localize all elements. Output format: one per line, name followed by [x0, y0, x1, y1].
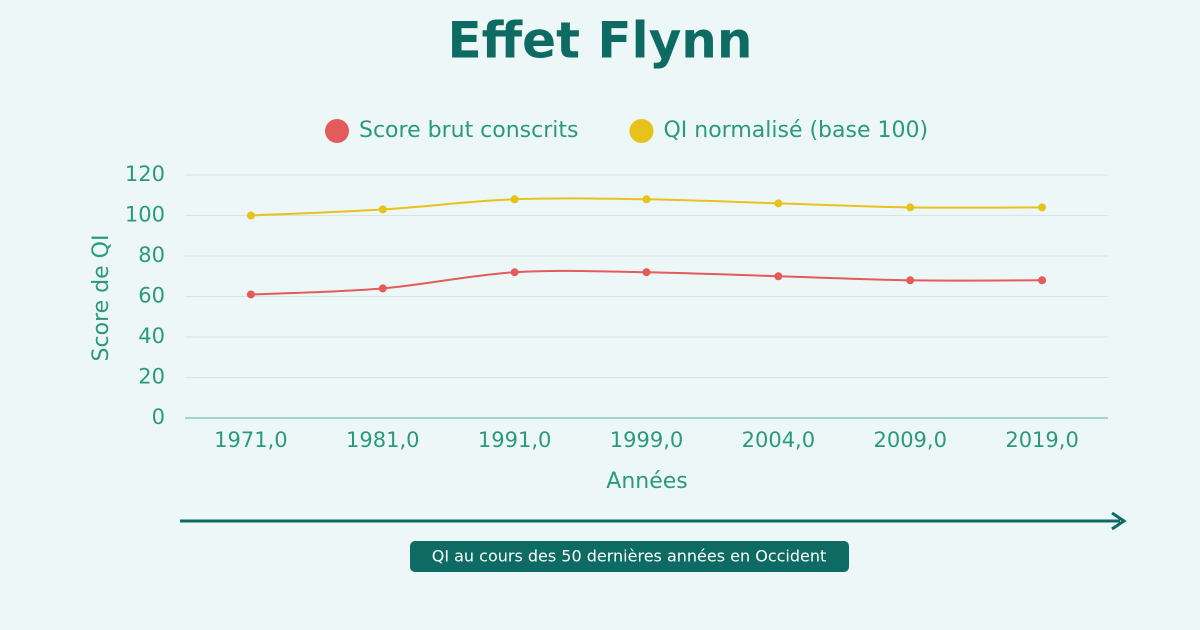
arrow-head	[1111, 511, 1127, 531]
y-tick-label: 40	[138, 324, 165, 348]
data-point	[246, 211, 255, 220]
y-tick-label: 20	[138, 365, 165, 389]
x-tick-label: 1981,0	[346, 428, 419, 452]
data-point	[510, 268, 519, 277]
legend-label: Score brut conscrits	[359, 118, 578, 143]
x-tick-label: 2004,0	[742, 428, 815, 452]
data-point	[1038, 276, 1047, 285]
y-tick-label: 80	[138, 243, 165, 267]
x-tick-label: 2009,0	[873, 428, 946, 452]
x-axis-label: Années	[606, 469, 687, 494]
legend-marker	[629, 119, 654, 143]
data-point	[774, 272, 783, 281]
data-point	[642, 268, 651, 277]
data-point	[906, 276, 915, 285]
x-tick-label: 2019,0	[1005, 428, 1078, 452]
data-point	[510, 195, 519, 204]
y-tick-label: 120	[125, 162, 165, 186]
y-tick-label: 100	[125, 203, 165, 227]
data-point	[378, 284, 387, 293]
data-point	[1038, 203, 1047, 212]
y-tick-label: 0	[152, 405, 165, 429]
x-tick-label: 1991,0	[478, 428, 551, 452]
chart-title: Effet Flynn	[448, 12, 753, 70]
caption: QI au cours des 50 dernières années en O…	[432, 547, 827, 566]
x-tick-label: 1999,0	[610, 428, 683, 452]
data-point	[906, 203, 915, 212]
legend-label: QI normalisé (base 100)	[663, 118, 928, 143]
data-point	[774, 199, 783, 208]
data-point	[642, 195, 651, 204]
data-point	[246, 290, 255, 299]
data-point	[378, 205, 387, 214]
x-tick-label: 1971,0	[214, 428, 287, 452]
caption-box	[410, 541, 849, 572]
y-axis-label: Score de QI	[89, 235, 114, 362]
legend-marker	[325, 119, 349, 143]
y-tick-label: 60	[138, 284, 165, 308]
